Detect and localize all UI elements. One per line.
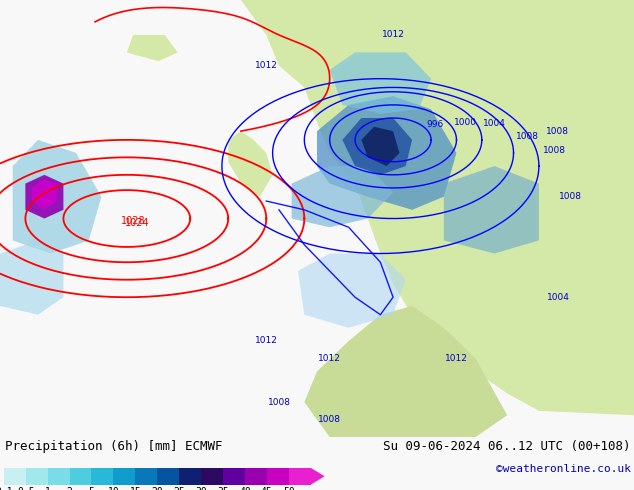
Polygon shape (25, 175, 63, 219)
Polygon shape (228, 131, 273, 196)
Text: Su 09-06-2024 06..12 UTC (00+108): Su 09-06-2024 06..12 UTC (00+108) (384, 440, 631, 453)
Polygon shape (292, 0, 393, 122)
Text: 15: 15 (129, 487, 141, 490)
Polygon shape (298, 253, 406, 328)
Text: ©weatheronline.co.uk: ©weatheronline.co.uk (496, 464, 631, 474)
Bar (179, 468, 201, 485)
Text: 20: 20 (152, 487, 163, 490)
Polygon shape (342, 118, 412, 175)
Bar (113, 468, 135, 485)
Bar (267, 468, 288, 485)
Text: 50: 50 (283, 487, 295, 490)
Polygon shape (311, 468, 325, 485)
Text: 1008: 1008 (559, 192, 582, 201)
Bar (157, 468, 179, 485)
Polygon shape (304, 306, 507, 437)
Text: 1012: 1012 (255, 337, 278, 345)
Polygon shape (127, 35, 178, 61)
Polygon shape (292, 166, 393, 227)
Bar (288, 468, 311, 485)
Polygon shape (13, 140, 101, 253)
Bar (4, 468, 26, 485)
Text: 10: 10 (108, 487, 119, 490)
Text: 30: 30 (195, 487, 207, 490)
Text: 25: 25 (173, 487, 185, 490)
Text: 1008: 1008 (547, 126, 569, 136)
Text: 0.5: 0.5 (17, 487, 34, 490)
Text: 1008: 1008 (516, 131, 539, 141)
Polygon shape (444, 166, 539, 253)
Polygon shape (241, 0, 634, 415)
Text: 1: 1 (45, 487, 51, 490)
Text: 1008: 1008 (318, 415, 341, 424)
Bar (245, 468, 267, 485)
Bar (201, 468, 223, 485)
Text: 35: 35 (217, 487, 229, 490)
Bar (48, 468, 70, 485)
Bar (70, 468, 91, 485)
Polygon shape (0, 241, 63, 315)
Polygon shape (330, 52, 431, 114)
Text: 1024: 1024 (125, 218, 149, 228)
Text: 1028: 1028 (121, 217, 145, 226)
Text: 1008: 1008 (543, 147, 566, 155)
Text: 1008: 1008 (268, 397, 290, 407)
Text: 996: 996 (426, 120, 444, 129)
Text: 1004: 1004 (483, 119, 506, 128)
Polygon shape (361, 127, 399, 166)
Text: 40: 40 (239, 487, 251, 490)
Text: 2: 2 (67, 487, 72, 490)
Text: 1012: 1012 (318, 354, 341, 363)
Text: 1012: 1012 (382, 30, 404, 40)
Text: Precipitation (6h) [mm] ECMWF: Precipitation (6h) [mm] ECMWF (5, 440, 223, 453)
Text: 1000: 1000 (455, 118, 477, 127)
Text: 45: 45 (261, 487, 273, 490)
Bar (135, 468, 157, 485)
Polygon shape (32, 179, 57, 210)
Bar (91, 468, 113, 485)
Bar (223, 468, 245, 485)
Text: 1004: 1004 (547, 293, 569, 302)
Text: 1012: 1012 (445, 354, 468, 363)
Text: 0.1: 0.1 (0, 487, 13, 490)
Polygon shape (317, 96, 456, 210)
Text: 1012: 1012 (255, 61, 278, 70)
Text: 5: 5 (89, 487, 94, 490)
Bar (26, 468, 48, 485)
